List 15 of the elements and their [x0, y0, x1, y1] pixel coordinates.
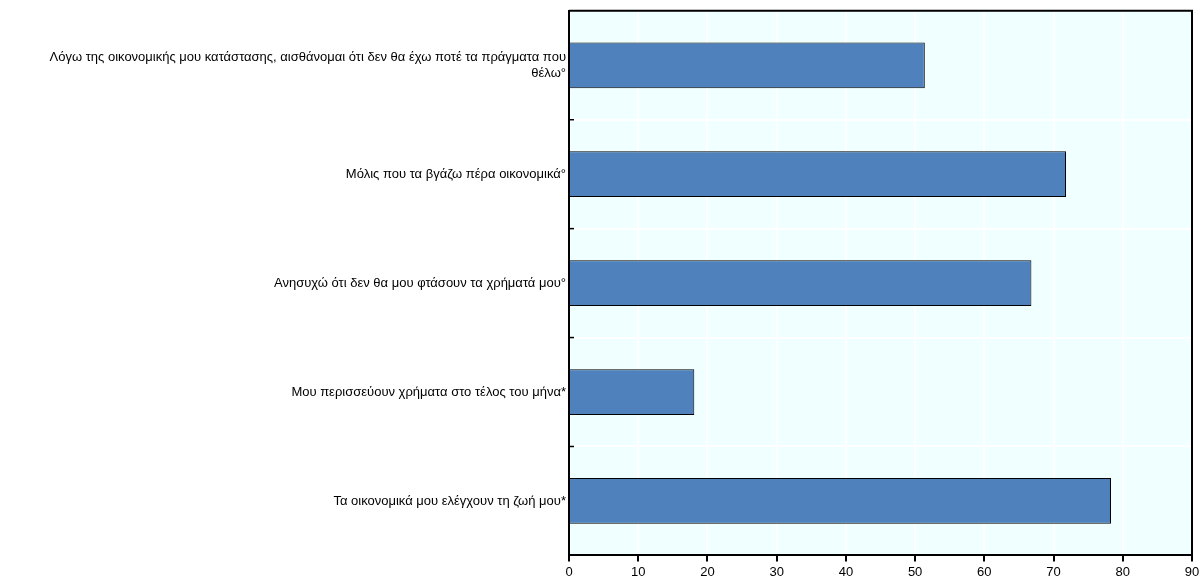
x-tick-label: 60	[977, 563, 992, 579]
x-tick-label: 40	[838, 563, 854, 579]
x-tick-label: 90	[1184, 563, 1200, 579]
x-tick-label: 30	[769, 563, 784, 579]
x-tick-label: 10	[630, 563, 646, 579]
x-tick-label: 20	[700, 563, 715, 579]
x-tick-label: 0	[565, 563, 573, 579]
x-tick-label: 80	[1115, 563, 1131, 579]
y-tick-label: Μόλις που τα βγάζω πέρα οικονομικά°	[345, 165, 566, 181]
x-tick-label: 50	[907, 563, 923, 579]
y-tick-label: Λόγω της οικονομικής μου κατάστασης, αισθάνομαι ότι δεν θα έχω ποτέ τα πράγματα που θέλω°	[49, 49, 566, 80]
x-tick-label: 70	[1046, 563, 1061, 579]
y-tick-label: Ανησυχώ ότι δεν θα μου φτάσουν τα χρήματά μου°	[274, 274, 566, 290]
y-tick-label: Τα οικονομικά μου ελέγχουν τη ζωή μου*	[333, 492, 566, 508]
y-tick-label: Μου περισσεύουν χρήματα στο τέλος του μήνα*	[291, 383, 566, 399]
